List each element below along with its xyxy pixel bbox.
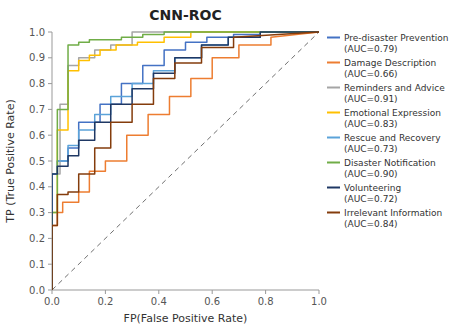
roc-curve [52, 32, 319, 290]
legend-entry: Rescue and Recovery(AUC=0.73) [344, 133, 441, 154]
y-tick [48, 83, 52, 84]
y-tick-label: 0.1 [29, 259, 45, 270]
legend-swatch [327, 212, 340, 214]
x-tick-label: 0.8 [258, 296, 274, 307]
y-axis-label: TP (True Positive Rate) [4, 99, 17, 223]
legend-swatch [327, 137, 340, 139]
x-tick [319, 290, 320, 294]
x-tick [158, 290, 159, 294]
legend-entry: Pre-disaster Prevention(AUC=0.79) [344, 33, 448, 54]
y-tick [48, 186, 52, 187]
y-tick [48, 212, 52, 213]
legend: Pre-disaster Prevention(AUC=0.79) Damage … [327, 33, 448, 229]
y-tick-label: 0.9 [29, 52, 45, 63]
legend-swatch [327, 162, 340, 164]
roc-curve [52, 32, 319, 290]
legend-swatch [327, 112, 340, 114]
legend-entry: Disaster Notification(AUC=0.90) [344, 158, 436, 179]
x-tick [52, 290, 53, 294]
legend-swatch [327, 62, 340, 64]
x-tick [212, 290, 213, 294]
y-tick [48, 238, 52, 239]
title: CNN-ROC [149, 7, 221, 23]
x-tick-label: 0.0 [44, 296, 60, 307]
y-tick-label: 1.0 [29, 27, 45, 38]
plot-area [52, 32, 319, 290]
x-tick-label: 0.2 [97, 296, 113, 307]
y-tick [48, 264, 52, 265]
roc-curve [52, 32, 319, 290]
legend-entry: Irrelevant Information(AUC=0.84) [344, 208, 442, 229]
y-tick [48, 161, 52, 162]
axes: 0.0 0.2 0.4 0.6 0.8 1.0 0.0 0.1 0.2 0.3 0.4 0.5 0.6 0… [29, 27, 327, 308]
y-tick-label: 0.6 [29, 130, 45, 141]
y-tick-label: 0.4 [29, 181, 45, 192]
legend-entry: Emotional Expression(AUC=0.83) [344, 108, 441, 129]
roc-curve [52, 32, 319, 290]
chart: CNN-ROC 0.0 0.2 0.4 0.6 0.8 1.0 0.0 0.1 0.2 0.3 0.4… [0, 0, 474, 332]
y-tick-label: 0.3 [29, 207, 45, 218]
x-tick [265, 290, 266, 294]
y-tick-label: 0.8 [29, 78, 45, 89]
legend-entry: Volunteering(AUC=0.72) [344, 183, 401, 204]
legend-swatch [327, 87, 340, 89]
y-tick [48, 57, 52, 58]
reference-line [52, 32, 319, 290]
legend-entry: Reminders and Advice(AUC=0.91) [344, 83, 445, 104]
x-tick-label: 0.6 [204, 296, 220, 307]
x-tick-label: 0.4 [151, 296, 167, 307]
y-tick-label: 0.2 [29, 233, 45, 244]
legend-swatch [327, 37, 340, 39]
y-tick [48, 109, 52, 110]
y-tick-label: 0.5 [29, 156, 45, 167]
x-axis-label: FP(False Positive Rate) [124, 312, 248, 325]
roc-curve [52, 32, 319, 290]
y-tick [48, 32, 52, 33]
y-tick [48, 290, 52, 291]
roc-curve [52, 32, 319, 290]
x-tick-label: 1.0 [311, 296, 327, 307]
x-tick [105, 290, 106, 294]
x-axis-line [52, 290, 319, 291]
legend-swatch [327, 187, 340, 189]
y-tick [48, 135, 52, 136]
roc-curve [52, 32, 319, 290]
y-tick-label: 0.7 [29, 104, 45, 115]
y-tick-label: 0.0 [29, 285, 45, 296]
roc-curve [52, 32, 319, 290]
legend-entry: Damage Description(AUC=0.66) [344, 58, 436, 79]
